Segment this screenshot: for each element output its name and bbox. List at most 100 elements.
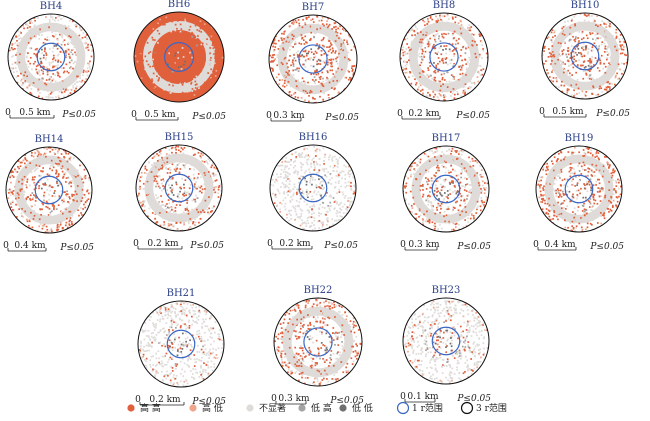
data-point	[82, 28, 84, 31]
data-point	[445, 214, 448, 217]
data-point	[417, 65, 420, 67]
data-point	[339, 203, 341, 206]
data-point	[434, 69, 437, 72]
data-point	[74, 175, 77, 178]
data-point	[288, 209, 290, 212]
data-point	[302, 227, 304, 230]
data-point	[30, 204, 33, 207]
data-point	[587, 60, 590, 62]
data-point	[322, 98, 324, 101]
data-point	[457, 22, 460, 25]
data-point	[419, 166, 421, 169]
data-point	[34, 169, 37, 171]
data-point	[212, 181, 214, 184]
data-point	[445, 150, 448, 153]
data-point	[574, 51, 577, 54]
data-point	[469, 199, 472, 202]
data-point	[174, 61, 177, 64]
data-point	[193, 185, 196, 188]
data-point	[69, 181, 71, 184]
data-point	[283, 82, 286, 84]
data-point	[207, 171, 210, 173]
data-point	[429, 17, 432, 19]
data-point	[445, 22, 448, 25]
data-point	[214, 62, 216, 65]
data-point	[136, 43, 138, 45]
data-point	[545, 72, 548, 74]
data-point	[22, 49, 25, 52]
data-point	[347, 58, 350, 60]
data-point	[600, 78, 603, 81]
data-point	[580, 217, 582, 219]
data-point	[174, 206, 177, 209]
data-point	[183, 84, 186, 87]
data-point	[56, 180, 58, 183]
data-point	[35, 164, 38, 167]
data-point	[157, 55, 159, 57]
data-point	[15, 197, 17, 200]
data-point	[591, 78, 594, 81]
data-point	[54, 160, 57, 163]
data-point	[56, 163, 58, 165]
data-point	[24, 184, 27, 186]
data-point	[44, 184, 47, 186]
data-point	[325, 213, 327, 216]
data-point	[307, 81, 309, 84]
data-point	[417, 179, 420, 182]
data-point	[344, 186, 347, 189]
data-point	[305, 191, 308, 193]
data-point	[141, 43, 144, 46]
data-point	[566, 185, 569, 188]
data-point	[555, 192, 558, 195]
data-point	[176, 99, 179, 101]
data-point	[429, 43, 432, 45]
data-point	[620, 62, 623, 65]
data-point	[193, 168, 195, 171]
data-point	[426, 195, 429, 198]
data-point	[587, 22, 589, 24]
data-point	[200, 176, 202, 179]
data-point	[424, 78, 427, 81]
data-point	[321, 26, 323, 29]
data-point	[599, 85, 601, 88]
data-point	[29, 28, 32, 31]
data-point	[566, 89, 569, 92]
data-point	[335, 212, 338, 215]
data-point	[454, 185, 456, 188]
data-point	[409, 29, 411, 32]
data-point	[176, 62, 178, 64]
data-point	[186, 37, 188, 39]
data-point	[589, 198, 592, 200]
data-point	[437, 51, 440, 54]
data-point	[622, 69, 625, 72]
data-point	[464, 52, 467, 54]
data-point	[182, 148, 184, 151]
data-point	[59, 223, 62, 226]
data-point	[26, 27, 29, 29]
data-point	[602, 213, 605, 216]
data-point	[565, 79, 568, 82]
data-point	[601, 186, 603, 189]
data-point	[320, 75, 322, 78]
data-point	[64, 29, 67, 32]
data-point	[558, 213, 561, 215]
data-point	[208, 83, 211, 86]
data-point	[304, 49, 307, 52]
data-point	[413, 182, 416, 185]
data-point	[23, 193, 25, 196]
data-point	[305, 41, 307, 43]
data-point	[438, 155, 441, 158]
data-point	[151, 36, 154, 39]
data-point	[303, 83, 306, 85]
data-point	[573, 159, 576, 162]
data-point	[289, 191, 291, 193]
data-point	[212, 47, 215, 50]
data-point	[181, 37, 184, 40]
data-point	[54, 190, 56, 192]
data-point	[317, 191, 320, 193]
data-point	[581, 90, 584, 93]
data-point	[44, 42, 47, 45]
data-point	[566, 72, 569, 75]
data-point	[617, 63, 620, 66]
data-point	[447, 197, 449, 200]
